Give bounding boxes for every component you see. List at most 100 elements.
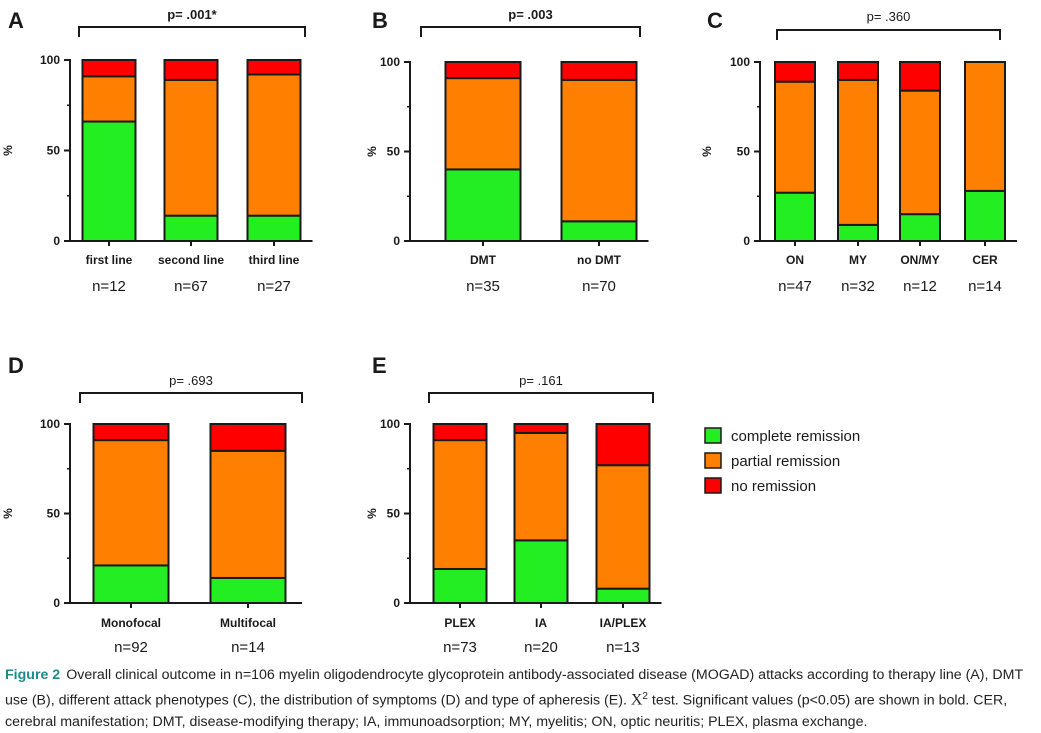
- y-axis-label-a: %: [1, 145, 15, 156]
- caption-chi: X: [630, 691, 643, 709]
- panel-d: Dp= .693 0 50 100% Monofocal n=92 Multifocal n=…: [1, 353, 303, 656]
- p-value-d: p= .693: [169, 373, 213, 388]
- category-label-d-2: Multifocal: [220, 616, 276, 630]
- category-label-e-3: IA/PLEX: [600, 616, 647, 630]
- bar-c-2-partial: [837, 78, 879, 226]
- panel-letter-a: A: [8, 8, 24, 33]
- p-value-b: p= .003: [508, 7, 552, 22]
- bar-a-3-none: [246, 59, 302, 76]
- bar-e-1-partial: [432, 439, 488, 570]
- bar-a-3-partial: [246, 73, 302, 217]
- bar-d-1-partial: [92, 439, 170, 567]
- bar-a-3-complete: [246, 214, 302, 243]
- bar-c-1-partial: [774, 80, 816, 194]
- category-label-e-1: PLEX: [444, 616, 475, 630]
- panel-letter-d: D: [8, 353, 24, 378]
- bar-c-3-partial: [899, 89, 941, 216]
- n-label-e-1: n=73: [443, 639, 477, 656]
- bar-b-2-partial: [560, 78, 638, 223]
- y-tick-label-b-0: 0: [393, 234, 400, 248]
- significance-bracket-b: [420, 26, 641, 37]
- significance-bracket-a: [78, 26, 306, 37]
- caption-chi-superscript: 2: [642, 691, 648, 702]
- bar-d-2-partial: [209, 449, 287, 579]
- bar-e-2-complete: [513, 539, 569, 604]
- bar-c-3-complete: [899, 213, 941, 242]
- legend-label-complete: complete remission: [731, 428, 860, 445]
- bar-d-2-none: [209, 423, 287, 452]
- bar-b-2-none: [560, 61, 638, 81]
- n-label-d-2: n=14: [231, 639, 265, 656]
- p-value-e: p= .161: [519, 373, 563, 388]
- y-axis-label-c: %: [700, 146, 714, 157]
- panel-letter-e: E: [372, 353, 387, 378]
- significance-bracket-e: [428, 392, 654, 403]
- bar-c-3-none: [899, 61, 941, 92]
- bar-a-1-none: [81, 59, 137, 78]
- panel-e: Ep= .161 0 50 100% PLEX n=73 IA n=20 IA/PLEX n=13: [365, 353, 662, 656]
- y-axis-label-d: %: [1, 508, 15, 519]
- bar-e-1-complete: [432, 567, 488, 604]
- bar-e-2-partial: [513, 431, 569, 542]
- n-label-a-3: n=27: [257, 278, 291, 295]
- bar-b-1-complete: [444, 168, 522, 242]
- n-label-a-1: n=12: [92, 278, 126, 295]
- caption-text-before: Overall clinical outcome in n=106 myelin…: [5, 667, 1023, 709]
- bar-b-1-partial: [444, 77, 522, 171]
- category-label-a-1: first line: [86, 253, 133, 267]
- n-label-b-1: n=35: [466, 278, 500, 295]
- panel-letter-b: B: [372, 8, 388, 33]
- n-label-d-1: n=92: [114, 639, 148, 656]
- n-label-c-2: n=32: [841, 278, 875, 295]
- y-tick-label-a-100: 100: [40, 53, 60, 67]
- bar-d-2-complete: [209, 576, 287, 605]
- bar-a-2-partial: [163, 78, 219, 217]
- bar-c-4-partial: [964, 61, 1006, 192]
- y-tick-label-e-0: 0: [393, 596, 400, 610]
- y-tick-label-e-50: 50: [387, 507, 401, 521]
- n-label-e-3: n=13: [606, 639, 640, 656]
- bar-a-2-none: [163, 59, 219, 81]
- significance-bracket-d: [79, 392, 303, 403]
- category-label-c-3: ON/MY: [900, 253, 939, 267]
- p-value-a: p= .001*: [167, 7, 217, 22]
- category-label-e-2: IA: [535, 616, 547, 630]
- y-tick-label-c-0: 0: [743, 234, 750, 248]
- bar-e-2-none: [513, 423, 569, 434]
- legend-label-partial: partial remission: [731, 453, 840, 470]
- legend-swatch-none: [704, 477, 722, 494]
- y-tick-label-b-100: 100: [380, 55, 400, 69]
- n-label-a-2: n=67: [174, 278, 208, 295]
- category-label-a-3: third line: [249, 253, 300, 267]
- bar-d-1-none: [92, 423, 170, 442]
- n-label-c-1: n=47: [778, 278, 812, 295]
- bar-e-3-none: [595, 423, 651, 467]
- significance-bracket-c: [776, 29, 1001, 40]
- bar-c-1-none: [774, 61, 816, 83]
- bar-e-1-none: [432, 423, 488, 442]
- y-tick-label-b-50: 50: [387, 145, 401, 159]
- category-label-c-2: MY: [849, 253, 867, 267]
- category-label-c-4: CER: [972, 253, 998, 267]
- bar-b-2-complete: [560, 220, 638, 242]
- n-label-c-4: n=14: [968, 278, 1002, 295]
- bar-a-1-complete: [81, 120, 137, 242]
- n-label-e-2: n=20: [524, 639, 558, 656]
- panel-letter-c: C: [707, 8, 723, 33]
- legend-swatch-complete: [704, 427, 722, 444]
- bar-c-4-complete: [964, 189, 1006, 243]
- y-axis-label-b: %: [365, 146, 379, 157]
- category-label-b-1: DMT: [470, 253, 497, 267]
- y-tick-label-d-50: 50: [47, 507, 61, 521]
- n-label-b-2: n=70: [582, 278, 616, 295]
- bar-c-1-complete: [774, 191, 816, 242]
- y-tick-label-d-0: 0: [53, 596, 60, 610]
- legend-label-none: no remission: [731, 478, 816, 495]
- category-label-b-2: no DMT: [577, 253, 622, 267]
- legend: complete remission partial remission no re…: [704, 427, 860, 495]
- bar-c-2-complete: [837, 223, 879, 242]
